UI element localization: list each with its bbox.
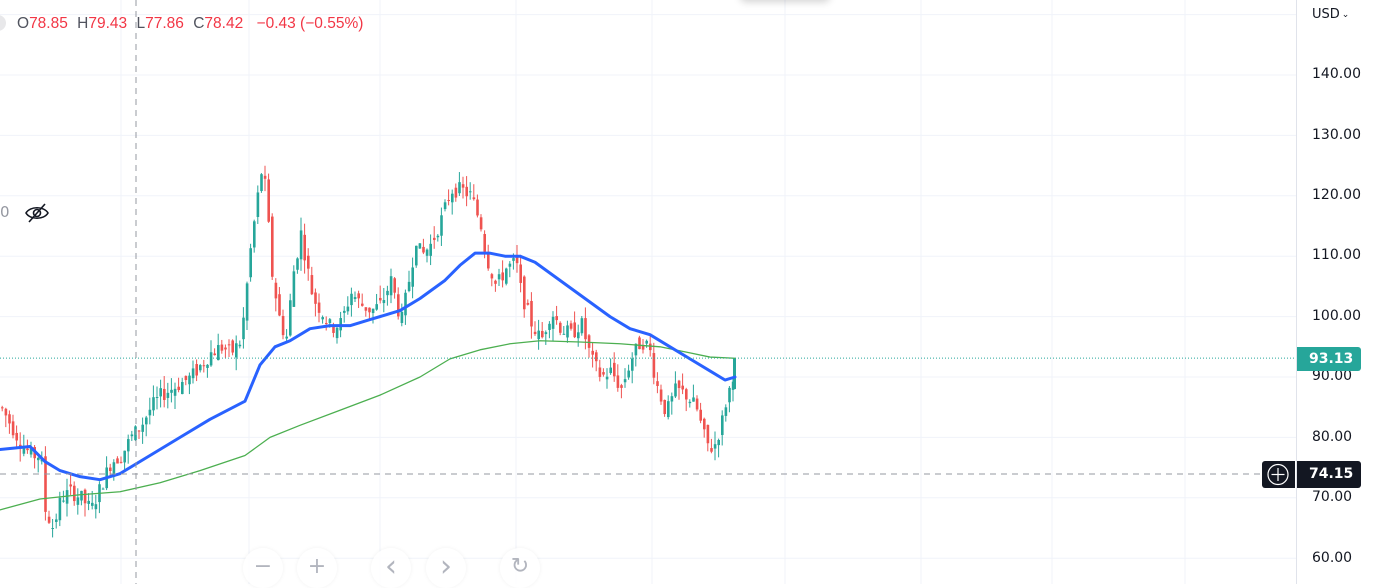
scroll-right-button[interactable]: › bbox=[426, 548, 466, 588]
low-key: L bbox=[136, 15, 146, 32]
scroll-left-button[interactable]: ‹ bbox=[371, 548, 411, 588]
zoom-in-button[interactable]: + bbox=[297, 548, 337, 588]
crosshair-price-tag: 74.15 bbox=[1297, 461, 1362, 488]
close-key: C bbox=[193, 15, 205, 32]
currency-label: USD bbox=[1312, 7, 1340, 22]
ohlc-legend: O78.85 H79.43 L77.86 C78.42 −0.43 (−0.55… bbox=[17, 15, 363, 33]
open-key: O bbox=[17, 15, 30, 32]
last-price-tag: 93.13 bbox=[1297, 347, 1362, 371]
high-key: H bbox=[77, 15, 89, 32]
chevron-right-icon: › bbox=[440, 549, 452, 584]
reset-chart-button[interactable]: ↻ bbox=[500, 548, 540, 588]
chevron-left-icon: ‹ bbox=[385, 549, 397, 584]
plus-icon: + bbox=[307, 554, 327, 579]
eye-off-icon[interactable] bbox=[24, 202, 50, 224]
price-label: 100.00 bbox=[1312, 308, 1361, 324]
close-value: 78.42 bbox=[204, 15, 244, 32]
price-label: 110.00 bbox=[1312, 247, 1361, 263]
reset-icon: ↻ bbox=[510, 554, 530, 579]
price-label: 140.00 bbox=[1312, 66, 1361, 82]
high-value: 79.43 bbox=[88, 15, 128, 32]
minus-icon: − bbox=[253, 554, 273, 579]
price-chart-canvas[interactable] bbox=[0, 0, 1296, 584]
indicator-value-fragment: 0 bbox=[0, 203, 10, 221]
price-label: 120.00 bbox=[1312, 187, 1361, 203]
chevron-down-icon: ⌄ bbox=[1341, 10, 1350, 20]
zoom-out-button[interactable]: − bbox=[243, 548, 283, 588]
low-value: 77.86 bbox=[145, 15, 184, 32]
price-label: 60.00 bbox=[1312, 550, 1353, 566]
price-label: 70.00 bbox=[1312, 489, 1353, 505]
change-value: −0.43 (−0.55%) bbox=[256, 15, 364, 32]
price-label: 80.00 bbox=[1312, 429, 1353, 445]
currency-selector[interactable]: USD ⌄ bbox=[1312, 7, 1349, 22]
price-axis[interactable]: USD ⌄ 140.00 130.00 120.00 110.00 100.00 … bbox=[1296, 0, 1381, 584]
plus-circle-icon bbox=[1267, 463, 1289, 486]
chart-pane[interactable]: O78.85 H79.43 L77.86 C78.42 −0.43 (−0.55… bbox=[0, 0, 1296, 588]
open-value: 78.85 bbox=[29, 15, 68, 32]
price-label: 90.00 bbox=[1312, 368, 1353, 384]
add-alert-button[interactable] bbox=[1262, 461, 1295, 488]
symbol-logo bbox=[0, 15, 6, 31]
price-label: 130.00 bbox=[1312, 127, 1361, 143]
